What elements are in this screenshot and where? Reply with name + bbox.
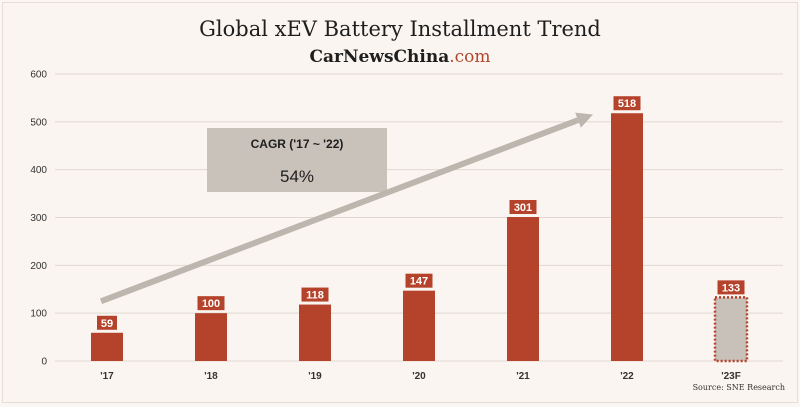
x-tick-label: '19 xyxy=(308,371,322,382)
cagr-title: CAGR ('17 ~ '22) xyxy=(251,137,344,151)
y-tick-label: 600 xyxy=(30,70,47,81)
data-label-badge xyxy=(301,287,329,302)
data-label: 301 xyxy=(514,202,532,214)
y-tick-label: 400 xyxy=(30,165,47,176)
cagr-annotation: CAGR ('17 ~ '22) 54% xyxy=(207,128,387,192)
x-tick-label: '20 xyxy=(412,371,426,382)
chart-title: Global xEV Battery Installment Trend xyxy=(199,17,601,41)
y-tick-label: 100 xyxy=(30,309,47,320)
data-label: 100 xyxy=(202,298,220,310)
data-label: 133 xyxy=(722,282,740,294)
x-tick-label: '23F xyxy=(721,371,741,382)
bar xyxy=(299,304,331,361)
brand-name: CarNewsChina xyxy=(309,47,450,67)
x-tick-label: '22 xyxy=(620,371,634,382)
trend-arrow xyxy=(99,112,593,305)
y-tick-label: 200 xyxy=(30,261,47,272)
grid-layer xyxy=(55,73,783,362)
bar-forecast xyxy=(713,296,749,363)
cagr-box xyxy=(207,128,387,192)
y-tick-label: 0 xyxy=(41,357,47,368)
y-axis-ticks: 0 100 200 300 400 500 600 xyxy=(30,70,47,368)
y-tick-label: 500 xyxy=(30,117,47,128)
bar xyxy=(507,217,539,361)
x-axis-ticks: '17 '18 '19 '20 '21 '22 '23F xyxy=(100,371,741,382)
data-label-badge xyxy=(717,280,745,295)
bar xyxy=(611,113,643,362)
bar-chart: 0 100 200 300 400 500 600 CAGR ('17 ~ '22) 54%… xyxy=(30,70,783,382)
data-label-badge xyxy=(197,296,225,311)
x-tick-label: '17 xyxy=(100,371,114,382)
bars: 59 100 118 147 301 518 133 xyxy=(91,96,749,363)
data-label-badge xyxy=(405,273,433,288)
data-label: 118 xyxy=(306,290,324,302)
data-label-badge xyxy=(97,315,117,330)
brand-logo: CarNewsChina.com xyxy=(3,47,797,67)
bar xyxy=(403,290,435,361)
source-note: Source: SNE Research xyxy=(692,383,785,392)
brand-suffix: .com xyxy=(449,47,491,67)
trend-arrow-shaft xyxy=(99,117,580,305)
data-label: 147 xyxy=(410,276,428,288)
data-label: 59 xyxy=(101,318,113,330)
x-tick-label: '21 xyxy=(516,371,530,382)
bar xyxy=(195,313,227,361)
y-tick-label: 300 xyxy=(30,213,47,224)
data-label-badge xyxy=(613,96,641,111)
data-label: 518 xyxy=(618,98,636,110)
data-label-badge xyxy=(509,200,537,215)
trend-arrow-head xyxy=(575,112,593,128)
cagr-value: 54% xyxy=(280,167,314,186)
x-tick-label: '18 xyxy=(204,371,218,382)
bar xyxy=(91,332,123,361)
